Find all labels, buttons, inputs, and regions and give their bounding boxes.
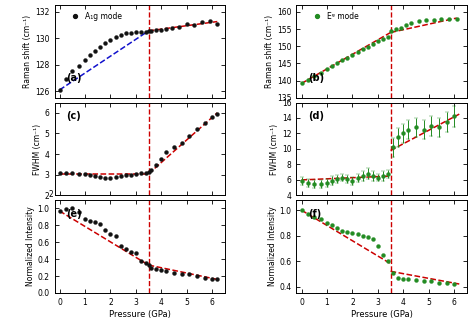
Y-axis label: FWHM (cm⁻¹): FWHM (cm⁻¹) [270,123,279,174]
Text: (b): (b) [309,73,325,83]
Y-axis label: Normalized Intensity: Normalized Intensity [268,207,277,286]
Text: (c): (c) [66,111,81,121]
Text: A₁g mode: A₁g mode [85,12,122,21]
Text: 2: 2 [48,190,53,199]
Text: (a): (a) [66,73,82,83]
Y-axis label: Raman shift (cm⁻¹): Raman shift (cm⁻¹) [23,15,32,88]
Y-axis label: Normalized Intensity: Normalized Intensity [26,207,35,286]
X-axis label: Pressure (GPa): Pressure (GPa) [109,309,171,318]
Text: Eᵍ mode: Eᵍ mode [327,12,359,21]
Text: (d): (d) [309,111,324,121]
Text: (f): (f) [309,209,322,219]
Y-axis label: Raman shift (cm⁻¹): Raman shift (cm⁻¹) [265,15,274,88]
Y-axis label: FWHM (cm⁻¹): FWHM (cm⁻¹) [33,123,42,174]
X-axis label: Pressure (GPa): Pressure (GPa) [351,309,413,318]
Text: (e): (e) [66,209,82,219]
